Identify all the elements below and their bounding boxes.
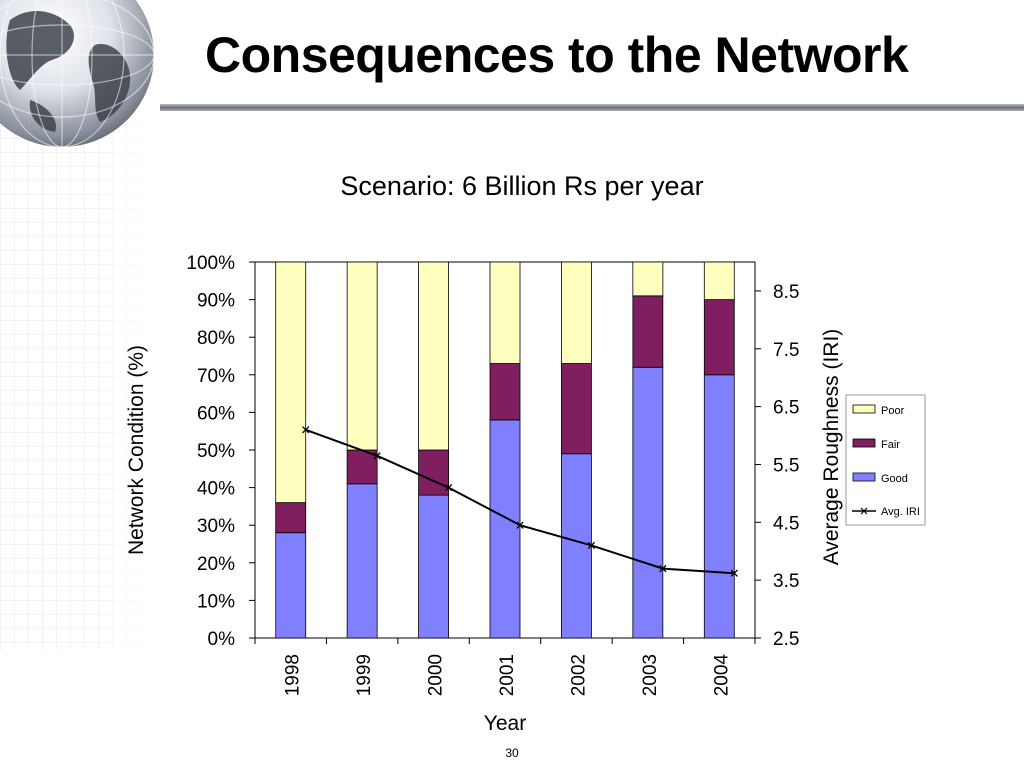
background-fade [0, 110, 170, 670]
right-tick-label: 6.5 [773, 398, 799, 419]
bar-poor-2000 [418, 261, 449, 451]
bar-poor-2002 [561, 261, 592, 364]
x-tick-label-2004: 2004 [711, 654, 732, 697]
legend-label-iri: Avg. IRI [881, 506, 920, 518]
iri-point-2001 [516, 521, 524, 529]
bar-poor-2001 [489, 261, 521, 364]
left-tick-label: 10% [197, 591, 235, 612]
x-tick-label-1999: 1999 [354, 654, 375, 696]
left-axis: 0% 10% 20% 30% 40% 50% 60% 70% 80% 90% 100% [186, 253, 255, 650]
iri-point-2002 [587, 541, 596, 550]
left-tick-label: 80% [197, 328, 235, 349]
legend-swatch-iri-marker [860, 507, 868, 515]
iri-point-2003 [659, 564, 667, 573]
x-tick-label-2000: 2000 [426, 654, 447, 696]
legend-swatch-poor [852, 404, 876, 414]
right-tick-label: 8.5 [773, 282, 799, 303]
x-axis: 1998 1999 2000 2001 2002 2003 2004 [254, 638, 756, 697]
bar-good-2004 [703, 374, 735, 639]
y-axis-label: Network Condition (%) [125, 345, 148, 555]
globe-icon [0, 0, 155, 148]
legend-label-poor: Poor [881, 405, 905, 417]
bar-poor-1998 [275, 261, 307, 504]
bar-poor-2003 [632, 261, 664, 297]
right-tick-label: 2.5 [773, 629, 799, 650]
x-tick-label-1998: 1998 [283, 654, 304, 696]
bar-fair-1998 [275, 502, 307, 534]
bar-fair-2004 [703, 299, 735, 376]
legend-swatch-fair [852, 438, 876, 448]
right-tick-label: 5.5 [773, 455, 799, 476]
bar-fair-1999 [346, 449, 378, 485]
chart-title: Scenario: 6 Billion Rs per year [340, 171, 703, 201]
left-tick-label: 90% [197, 291, 235, 312]
bar-good-2000 [418, 494, 449, 639]
right-tick-label: 7.5 [773, 340, 799, 361]
x-tick-label-2002: 2002 [568, 654, 589, 696]
left-tick-label: 50% [197, 441, 235, 462]
title-divider [160, 104, 1024, 111]
bar-good-1998 [275, 532, 307, 639]
bar-fair-2001 [489, 363, 521, 421]
bar-fair-2003 [632, 295, 664, 368]
y2-axis-label: Average Roughness (IRI) [820, 329, 843, 566]
iri-line-series [302, 426, 738, 577]
bar-good-2002 [561, 453, 592, 639]
iri-point-1999 [373, 452, 381, 460]
iri-point-2000 [444, 483, 453, 492]
bar-poor-2004 [703, 261, 735, 300]
bar-good-2001 [489, 419, 521, 639]
left-tick-label: 60% [197, 403, 235, 424]
bar-good-1999 [346, 483, 378, 639]
right-axis: 2.5 3.5 4.5 5.5 6.5 7.5 8.5 [755, 282, 799, 650]
legend-label-fair: Fair [881, 439, 900, 451]
legend: Poor Fair Good Avg. IRI [845, 394, 926, 526]
legend-label-good: Good [881, 473, 908, 485]
slide-title: Consequences to the Network [205, 27, 909, 83]
left-tick-label: 40% [197, 479, 235, 500]
left-tick-label: 30% [197, 516, 235, 537]
legend-box [845, 394, 926, 526]
bar-fair-2000 [418, 449, 449, 496]
iri-point-1998 [302, 426, 310, 434]
legend-swatch-good [852, 472, 876, 482]
bar-good-2003 [632, 366, 664, 639]
bars-layer [275, 261, 735, 639]
bar-poor-1999 [346, 261, 378, 451]
page-number: 30 [505, 746, 519, 760]
left-tick-label: 20% [197, 554, 235, 575]
left-tick-label: 70% [197, 366, 235, 387]
left-tick-label: 100% [186, 253, 235, 274]
bar-fair-2002 [561, 363, 592, 455]
left-tick-label: 0% [208, 629, 236, 650]
x-axis-label: Year [484, 712, 526, 735]
x-tick-label-2001: 2001 [497, 654, 518, 696]
iri-point-2004 [730, 569, 738, 577]
x-tick-label-2003: 2003 [640, 654, 661, 696]
right-tick-label: 4.5 [773, 513, 799, 534]
right-tick-label: 3.5 [773, 571, 799, 592]
